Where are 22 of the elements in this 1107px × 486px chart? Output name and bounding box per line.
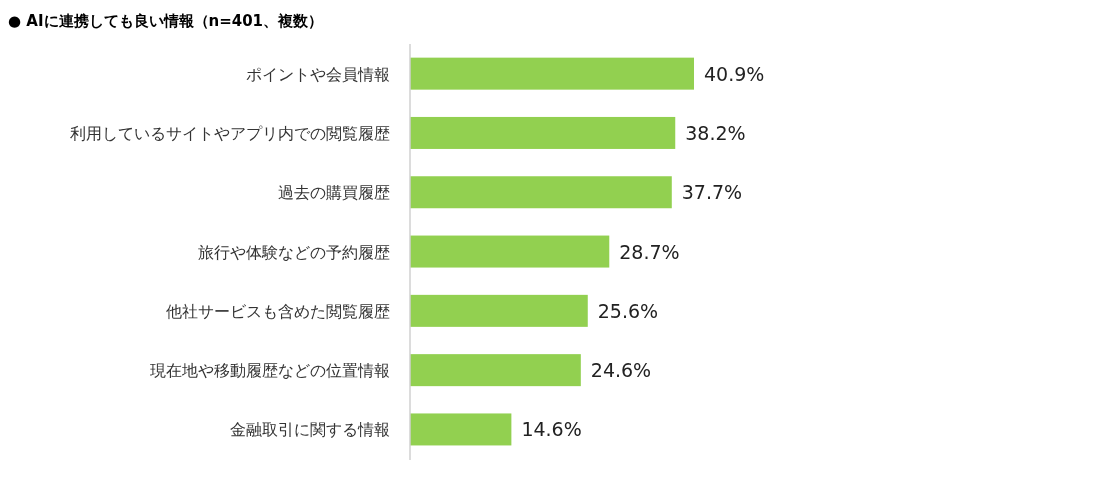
y-tick-label: 過去の購買履歴 [278, 183, 390, 203]
y-tick-label: 金融取引に関する情報 [230, 420, 390, 440]
y-tick-label: 利用しているサイトやアプリ内での閲覧履歴 [70, 123, 390, 143]
y-tick-label: 現在地や移動履歴などの位置情報 [150, 361, 390, 381]
bar [410, 235, 610, 268]
bar [410, 294, 588, 327]
y-tick-label: ポイントや会員情報 [246, 64, 390, 84]
data-label: 14.6% [521, 418, 582, 441]
data-label: 28.7% [619, 240, 680, 263]
data-label: 40.9% [704, 62, 765, 85]
y-tick-label: 他社サービスも含めた閲覧履歴 [166, 301, 390, 321]
bar [410, 57, 694, 90]
bar [410, 413, 512, 446]
bar [410, 116, 676, 149]
bar [410, 354, 581, 387]
data-label: 38.2% [685, 121, 746, 144]
bar [410, 176, 672, 209]
text: ● AIに連携しても良い情報（n=401、複数） [8, 12, 324, 30]
y-tick-label: 旅行や体験などの予約履歴 [198, 242, 390, 262]
data-label: 25.6% [597, 299, 659, 322]
data-label: 37.7% [681, 181, 743, 204]
data-label: 24.6% [590, 359, 652, 382]
